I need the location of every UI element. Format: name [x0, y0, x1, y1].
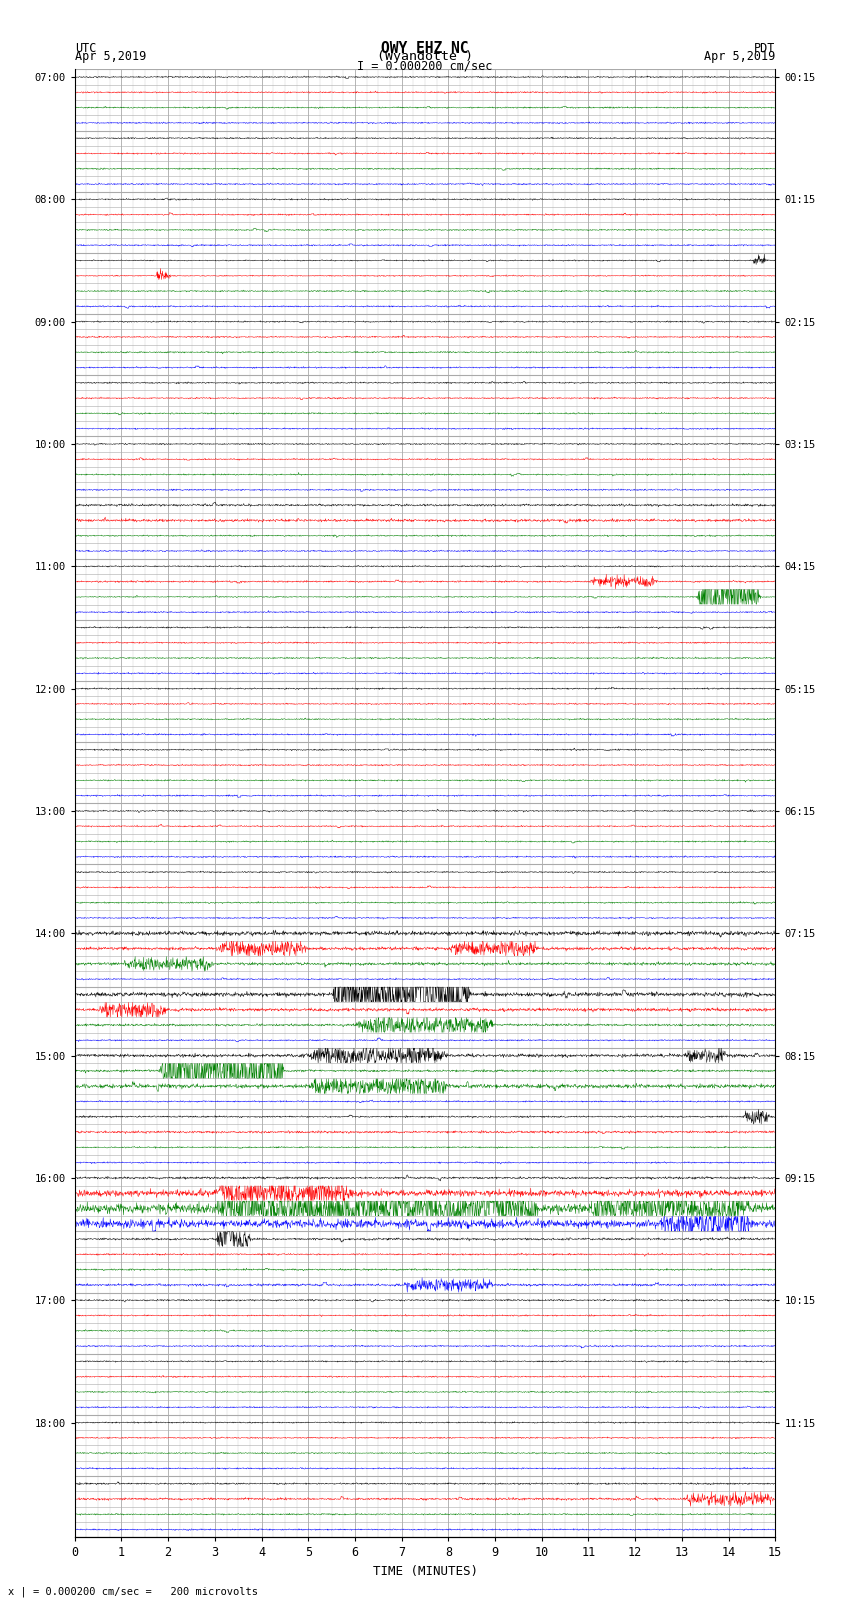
Text: Apr 5,2019: Apr 5,2019: [75, 50, 146, 63]
Text: (Wyandotte ): (Wyandotte ): [377, 50, 473, 63]
Text: x | = 0.000200 cm/sec =   200 microvolts: x | = 0.000200 cm/sec = 200 microvolts: [8, 1586, 258, 1597]
Text: UTC: UTC: [75, 42, 96, 55]
Text: Apr 5,2019: Apr 5,2019: [704, 50, 775, 63]
X-axis label: TIME (MINUTES): TIME (MINUTES): [372, 1565, 478, 1578]
Text: OWY EHZ NC: OWY EHZ NC: [382, 40, 468, 56]
Text: PDT: PDT: [754, 42, 775, 55]
Text: I = 0.000200 cm/sec: I = 0.000200 cm/sec: [357, 60, 493, 73]
